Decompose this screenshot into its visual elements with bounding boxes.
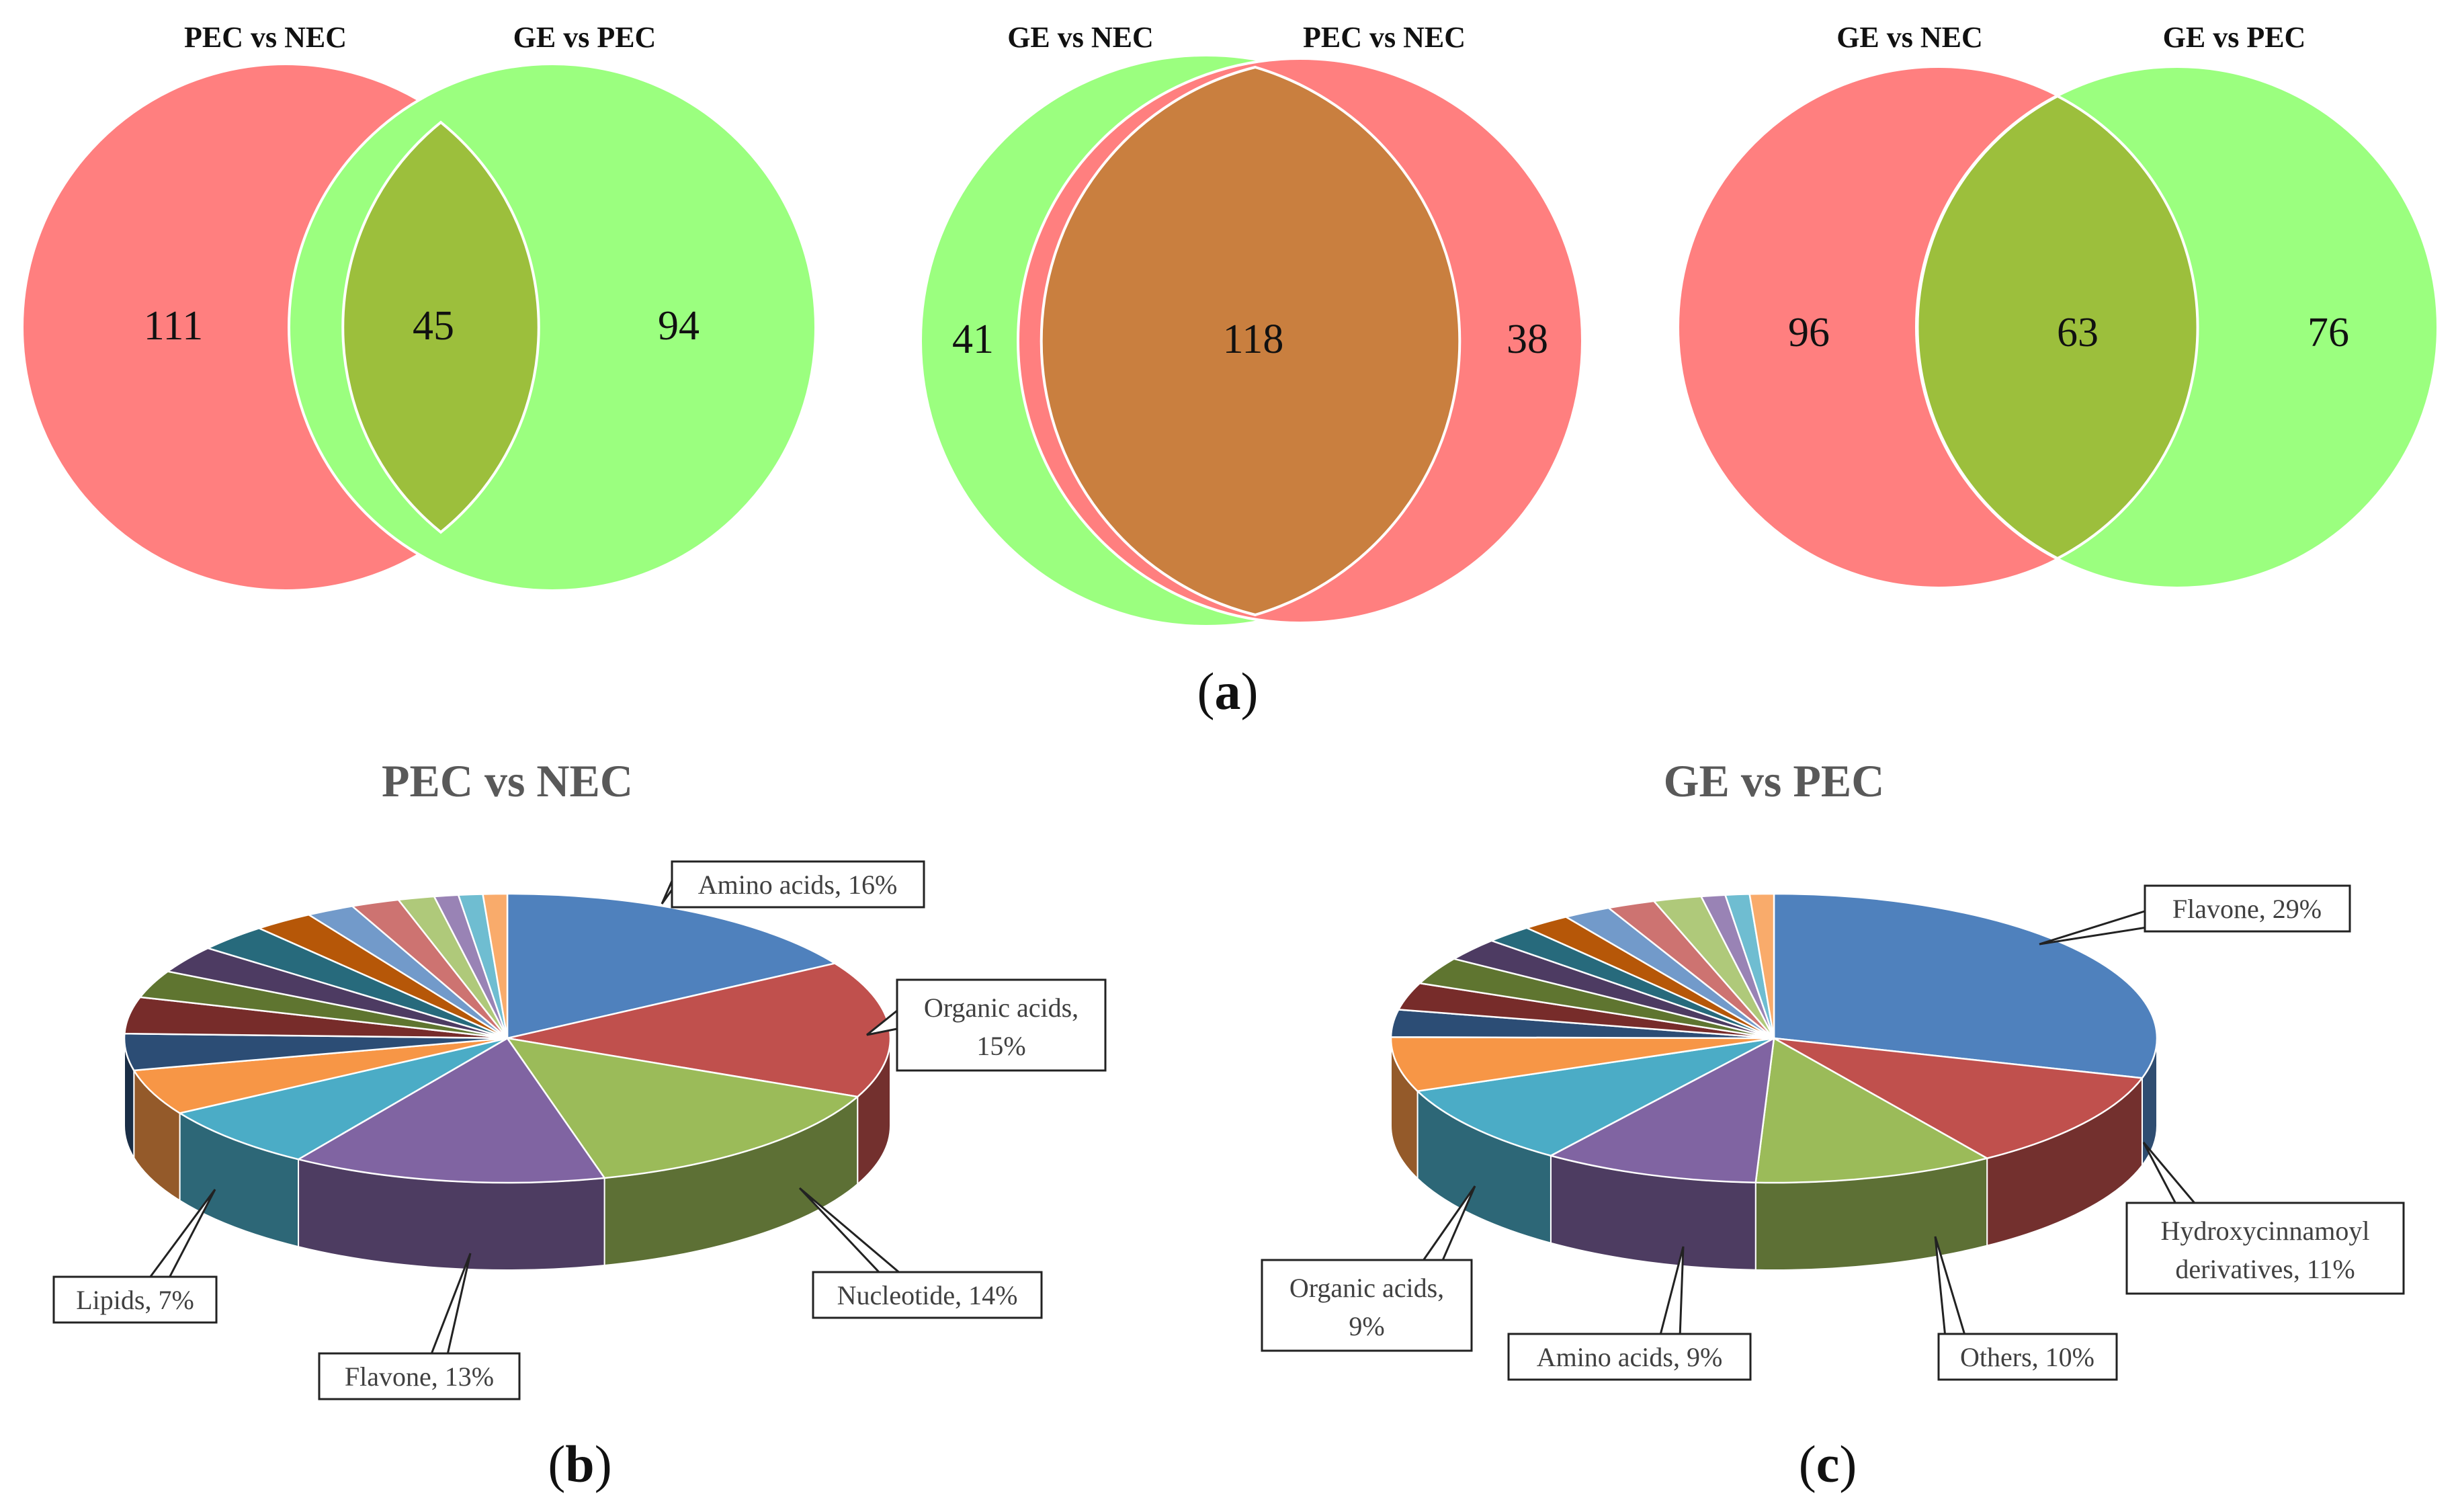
- callout-b-nucleotide: Nucleotide, 14%: [798, 1187, 1043, 1319]
- callout-b-flavone-box: [318, 1352, 521, 1400]
- pie-b-slice-17: [482, 892, 509, 1039]
- callout-b-lipids-text: Lipids, 7%: [76, 1285, 194, 1315]
- callout-b-lipids-box: [52, 1275, 218, 1324]
- pie-b: [123, 892, 892, 1271]
- callout-c-amino-box: [1507, 1333, 1752, 1381]
- pie-b-slice-4: [177, 1037, 508, 1161]
- venn-2: GE vs NEC PEC vs NEC 41 118 38: [919, 21, 1584, 628]
- panel-label-a: (a): [1197, 662, 1259, 720]
- callout-b-nucleotide-pointer: [798, 1187, 904, 1275]
- venn-1-intersection: [341, 120, 540, 534]
- callout-c-others-text: Others, 10%: [1960, 1342, 2094, 1372]
- pie-c-slice-0: [1773, 892, 2158, 1079]
- callout-c-organic-text-1: Organic acids,: [1289, 1273, 1444, 1303]
- pie-b-slice-5: [132, 1037, 508, 1114]
- callout-b-lipids: Lipids, 7%: [52, 1189, 218, 1324]
- callout-c-flavone-box: [2144, 884, 2351, 933]
- venn-1-count-left: 111: [144, 303, 203, 349]
- venn-1-title-right: GE vs PEC: [513, 21, 657, 54]
- callout-c-others-box: [1937, 1333, 2118, 1381]
- venn-3-count-left: 96: [1788, 310, 1830, 355]
- venn-3: GE vs NEC GE vs PEC 96 63 76: [1677, 21, 2439, 589]
- venn-1-title-left: PEC vs NEC: [184, 21, 347, 54]
- pie-c-slice-4: [1415, 1037, 1775, 1157]
- callout-b-amino-text: Amino acids, 16%: [698, 870, 898, 900]
- pie-b-slice-2: [505, 1037, 860, 1179]
- callout-c-amino: Amino acids, 9%: [1507, 1246, 1752, 1381]
- callout-c-organic: Organic acids, 9%: [1261, 1185, 1476, 1352]
- venn-1: PEC vs NEC GE vs PEC 111 45 94: [21, 21, 817, 592]
- pie-c-slice-3: [1548, 1036, 1775, 1184]
- pie-c: [1390, 892, 2158, 1271]
- callout-c-others: Others, 10%: [1934, 1236, 2118, 1381]
- venn-2-intersection: [1040, 65, 1462, 617]
- pie-b-slice-3: [296, 1037, 606, 1184]
- pie-b-sides: [124, 1038, 891, 1271]
- pie-b-slices: [123, 892, 892, 1184]
- pie-c-sides: [1390, 1038, 2158, 1271]
- callouts-b: Amino acids, 16% Organic acids, 15% Nucl…: [52, 860, 1107, 1400]
- callout-c-flavone-text: Flavone, 29%: [2172, 894, 2322, 924]
- callout-b-amino-box: [671, 860, 925, 909]
- venn-3-count-right: 76: [2307, 310, 2349, 355]
- callout-c-hydroxy-box: [2125, 1202, 2405, 1295]
- callout-c-hydroxy-text-1: Hydroxycinnamoyl: [2160, 1216, 2369, 1246]
- callout-c-amino-text: Amino acids, 9%: [1537, 1342, 1723, 1372]
- venn-2-count-right: 38: [1507, 317, 1548, 362]
- callout-b-organic-text-2: 15%: [976, 1031, 1025, 1061]
- callouts-c: Flavone, 29% Hydroxycinnamoyl derivative…: [1261, 884, 2405, 1381]
- pie-b-title: PEC vs NEC: [382, 755, 633, 806]
- venn-1-count-intersection: 45: [413, 303, 454, 349]
- venn-2-count-intersection: 118: [1223, 317, 1284, 362]
- callout-c-hydroxy-pointer: [2142, 1142, 2200, 1208]
- venn-2-title-left: GE vs NEC: [1007, 21, 1154, 54]
- callout-b-amino: Amino acids, 16%: [661, 860, 925, 909]
- pie-c-slice-2: [1754, 1036, 1990, 1184]
- callout-b-lipids-pointer: [146, 1189, 216, 1282]
- callout-c-hydroxy: Hydroxycinnamoyl derivatives, 11%: [2125, 1142, 2405, 1295]
- callout-b-nucleotide-box: [812, 1271, 1043, 1319]
- panel-label-c: (c): [1799, 1435, 1857, 1493]
- callout-c-organic-box: [1261, 1259, 1473, 1352]
- callout-b-organic: Organic acids, 15%: [866, 978, 1107, 1072]
- callout-b-nucleotide-text: Nucleotide, 14%: [837, 1280, 1018, 1310]
- pie-b-slice-0: [506, 892, 837, 1040]
- pie-c-slice-5: [1390, 1036, 1775, 1093]
- callout-b-organic-text-1: Organic acids,: [924, 993, 1078, 1023]
- venn-3-intersection: [1916, 94, 2199, 560]
- panel-label-b: (b): [548, 1435, 611, 1493]
- callout-b-flavone-text: Flavone, 13%: [345, 1361, 494, 1392]
- venn-2-count-left: 41: [952, 317, 994, 362]
- venn-1-count-right: 94: [658, 303, 700, 349]
- venn-3-title-right: GE vs PEC: [2163, 21, 2306, 54]
- pie-c-slices: [1390, 892, 2158, 1184]
- pie-c-title: GE vs PEC: [1664, 755, 1885, 806]
- callout-b-flavone: Flavone, 13%: [318, 1253, 521, 1400]
- callout-c-flavone: Flavone, 29%: [2039, 884, 2351, 946]
- pie-c-slice-17: [1748, 892, 1775, 1039]
- callout-c-hydroxy-text-2: derivatives, 11%: [2175, 1254, 2355, 1284]
- venn-2-title-right: PEC vs NEC: [1303, 21, 1466, 54]
- callout-c-flavone-pointer: [2039, 909, 2148, 946]
- venn-3-count-intersection: 63: [2057, 310, 2099, 355]
- callout-c-organic-text-2: 9%: [1349, 1311, 1384, 1341]
- pie-c-slice-1: [1773, 1037, 2144, 1159]
- callout-b-organic-box: [896, 978, 1107, 1072]
- venn-3-title-left: GE vs NEC: [1836, 21, 1983, 54]
